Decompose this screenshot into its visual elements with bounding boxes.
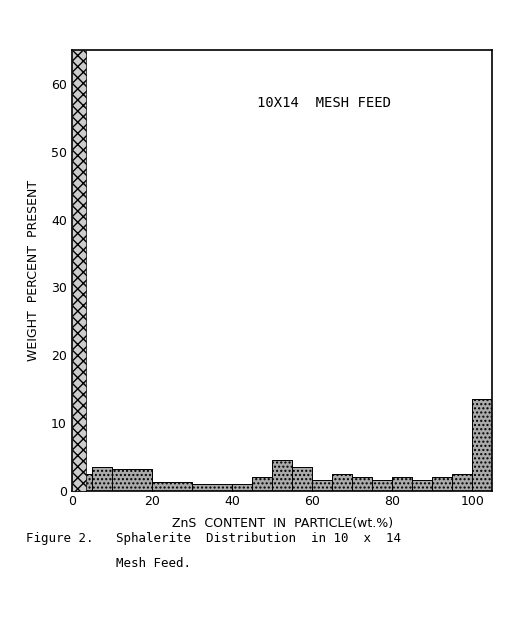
Bar	[72, 50, 86, 491]
Bar	[372, 481, 392, 491]
Bar	[352, 477, 372, 491]
Bar	[312, 481, 332, 491]
Bar	[72, 474, 92, 491]
Bar	[92, 467, 112, 491]
Bar	[332, 474, 352, 491]
Bar	[392, 477, 412, 491]
Bar	[432, 477, 452, 491]
Bar	[112, 469, 152, 491]
Bar	[232, 484, 252, 491]
Bar	[352, 477, 372, 491]
Bar	[112, 469, 152, 491]
Bar	[192, 484, 232, 491]
Bar	[72, 474, 92, 491]
Bar	[452, 474, 472, 491]
Bar	[192, 484, 232, 491]
Bar	[252, 477, 272, 491]
Y-axis label: WEIGHT  PERCENT  PRESENT: WEIGHT PERCENT PRESENT	[27, 180, 40, 361]
Bar	[412, 481, 432, 491]
Text: Mesh Feed.: Mesh Feed.	[26, 557, 191, 570]
Bar	[432, 477, 452, 491]
Bar	[272, 460, 292, 491]
Bar	[92, 467, 112, 491]
Bar	[472, 399, 492, 491]
Bar	[272, 460, 292, 491]
Bar	[412, 481, 432, 491]
Text: Figure 2.   Sphalerite  Distribution  in 10  x  14: Figure 2. Sphalerite Distribution in 10 …	[26, 532, 401, 545]
X-axis label: ZnS  CONTENT  IN  PARTICLE(wt.%): ZnS CONTENT IN PARTICLE(wt.%)	[171, 517, 393, 530]
Bar	[332, 474, 352, 491]
Bar	[152, 482, 192, 491]
Bar	[392, 477, 412, 491]
Bar	[372, 481, 392, 491]
Text: 10X14  MESH FEED: 10X14 MESH FEED	[257, 96, 391, 110]
Bar	[292, 467, 312, 491]
Bar	[312, 481, 332, 491]
Bar	[472, 399, 492, 491]
Bar	[232, 484, 252, 491]
Bar	[252, 477, 272, 491]
Bar	[152, 482, 192, 491]
Bar	[292, 467, 312, 491]
Bar	[452, 474, 472, 491]
